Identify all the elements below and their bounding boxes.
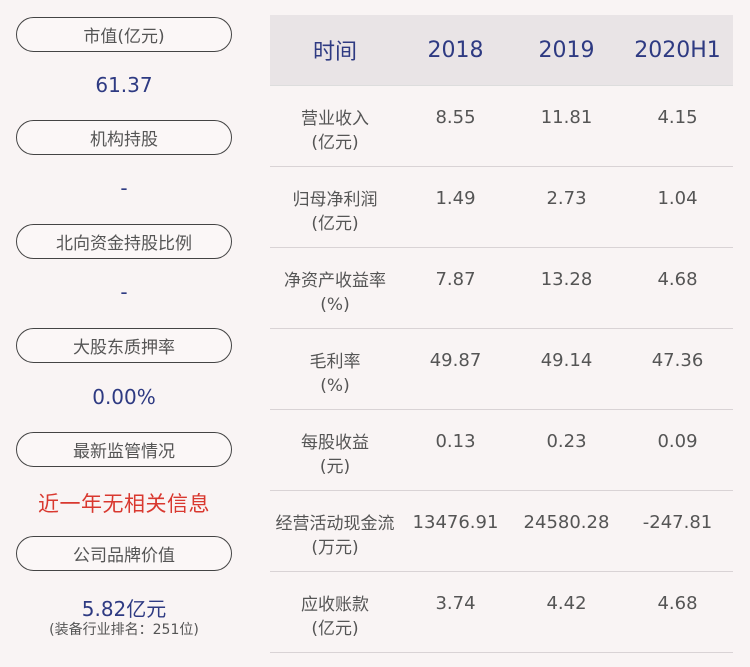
row-unit: (亿元) [311, 214, 359, 234]
pledge-ratio-label: 大股东质押率 [16, 328, 232, 363]
table-row: 净资产收益率 (%) 7.87 13.28 4.68 [270, 248, 733, 329]
table-cell: -247.81 [642, 512, 713, 533]
institutional-holding-value: - [120, 176, 128, 200]
header-2019: 2019 [538, 37, 595, 63]
row-label: 每股收益 (元) [270, 410, 400, 479]
row-unit: (%) [320, 376, 350, 396]
table-row: 经营活动现金流 (万元) 13476.91 24580.28 -247.81 [270, 491, 733, 572]
row-name: 净资产收益率 [284, 271, 386, 291]
table-cell: 4.68 [657, 269, 698, 290]
table-row: 应收账款 (亿元) 3.74 4.42 4.68 [270, 572, 733, 653]
regulatory-status-label: 最新监管情况 [16, 432, 232, 467]
row-label: 毛利率 (%) [270, 329, 400, 398]
row-name: 毛利率 [309, 352, 361, 372]
row-label: 归母净利润 (亿元) [270, 167, 400, 236]
row-name: 应收账款 [301, 595, 369, 615]
row-name: 每股收益 [301, 433, 369, 453]
left-panel: 市值(亿元) 61.37 机构持股 - 北向资金持股比例 - 大股东质押率 0.… [0, 0, 250, 667]
row-unit: (亿元) [311, 619, 359, 639]
pledge-ratio-value: 0.00% [92, 385, 156, 409]
table-cell: 47.36 [651, 350, 704, 371]
brand-value-value: 5.82亿元 [81, 597, 167, 621]
row-label: 营业收入 (亿元) [270, 86, 400, 155]
table-cell: 49.87 [429, 350, 482, 371]
row-name: 归母净利润 [292, 190, 378, 210]
table-row: 归母净利润 (亿元) 1.49 2.73 1.04 [270, 167, 733, 248]
table-cell: 3.74 [435, 593, 476, 614]
table-cell: 7.87 [435, 269, 476, 290]
brand-value-label: 公司品牌价值 [16, 536, 232, 571]
institutional-holding-label: 机构持股 [16, 120, 232, 155]
row-unit: (万元) [311, 538, 359, 558]
header-time: 时间 [312, 40, 357, 65]
header-2020h1: 2020H1 [634, 37, 721, 63]
row-name: 营业收入 [301, 109, 369, 129]
row-name: 经营活动现金流 [275, 514, 395, 534]
table-header: 时间 2018 2019 2020H1 [270, 15, 733, 86]
table-cell: 4.68 [657, 593, 698, 614]
row-label: 应收账款 (亿元) [270, 572, 400, 641]
northbound-ratio-value: - [120, 280, 128, 304]
row-unit: (%) [320, 295, 350, 315]
header-2018: 2018 [427, 37, 484, 63]
regulatory-status-value: 近一年无相关信息 [38, 492, 210, 516]
table-cell: 1.49 [435, 188, 476, 209]
table-cell: 13.28 [540, 269, 593, 290]
table-row: 营业收入 (亿元) 8.55 11.81 4.15 [270, 86, 733, 167]
table-cell: 1.04 [657, 188, 698, 209]
table-cell: 0.13 [435, 431, 476, 452]
table-cell: 8.55 [435, 107, 476, 128]
table-cell: 24580.28 [523, 512, 610, 533]
table-cell: 0.09 [657, 431, 698, 452]
row-unit: (元) [319, 457, 351, 477]
market-cap-label: 市值(亿元) [16, 17, 232, 52]
market-cap-value: 61.37 [95, 73, 153, 97]
table-cell: 4.15 [657, 107, 698, 128]
table-cell: 4.42 [546, 593, 587, 614]
table-cell: 11.81 [540, 107, 593, 128]
table-cell: 49.14 [540, 350, 593, 371]
northbound-ratio-label: 北向资金持股比例 [16, 224, 232, 259]
brand-ranking-note: (装备行业排名：251位) [49, 622, 199, 638]
table-row: 每股收益 (元) 0.13 0.23 0.09 [270, 410, 733, 491]
row-label: 净资产收益率 (%) [270, 248, 400, 317]
row-label: 经营活动现金流 (万元) [270, 491, 400, 560]
table-cell: 0.23 [546, 431, 587, 452]
table-cell: 13476.91 [412, 512, 499, 533]
table-row: 毛利率 (%) 49.87 49.14 47.36 [270, 329, 733, 410]
financial-table: 时间 2018 2019 2020H1 营业收入 (亿元) 8.55 11.81 … [270, 15, 733, 653]
table-cell: 2.73 [546, 188, 587, 209]
row-unit: (亿元) [311, 133, 359, 153]
